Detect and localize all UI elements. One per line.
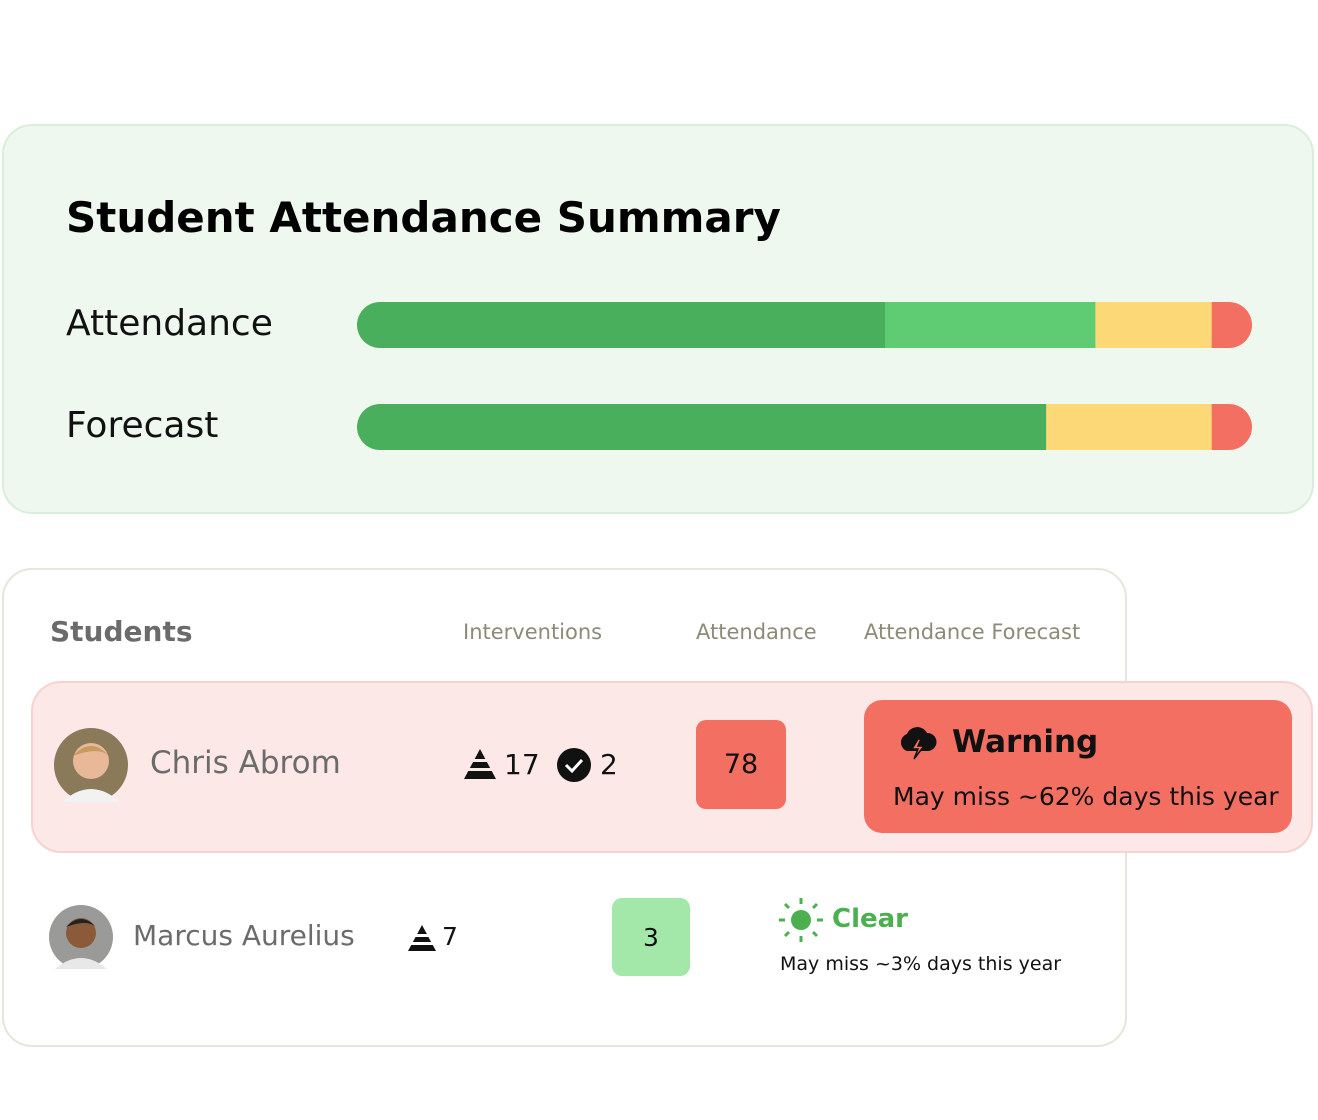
bar-segment: [1095, 302, 1213, 348]
avatar: [49, 905, 113, 969]
attendance-value: 3: [612, 898, 690, 976]
header-interventions: Interventions: [463, 620, 603, 644]
bar-segment: [357, 404, 1047, 450]
forecast-status: Clear: [832, 904, 908, 934]
summary-title: Student Attendance Summary: [66, 193, 781, 242]
bar-segment: [357, 302, 886, 348]
interventions-count: 17: [504, 748, 540, 781]
check-icon: [557, 748, 591, 782]
completed-count: 2: [600, 748, 618, 781]
avatar: [54, 728, 128, 802]
intervention-icon: [464, 749, 496, 779]
attendance-value: 78: [696, 720, 786, 809]
forecast-status: Warning: [952, 724, 1099, 760]
bar-segment: [885, 302, 1096, 348]
bar-segment: [1211, 404, 1252, 450]
bar-label: Attendance: [66, 303, 273, 344]
bar-segment: [1211, 302, 1252, 348]
stacked-bar: [357, 404, 1252, 450]
bar-segment: [1046, 404, 1213, 450]
header-forecast: Attendance Forecast: [864, 620, 1081, 644]
forecast-box: [864, 700, 1292, 833]
storm-icon: [900, 727, 937, 760]
forecast-text: May miss ~62% days this year: [893, 782, 1279, 811]
intervention-icon: [408, 925, 436, 951]
stacked-bar: [357, 302, 1252, 348]
student-name[interactable]: Marcus Aurelius: [133, 919, 355, 952]
bar-label: Forecast: [66, 405, 219, 446]
summary-bars: [357, 302, 1252, 450]
header-attendance: Attendance: [696, 620, 817, 644]
sun-icon: [779, 898, 823, 942]
student-name[interactable]: Chris Abrom: [150, 745, 341, 781]
forecast-text: May miss ~3% days this year: [780, 953, 1062, 975]
interventions-count: 7: [442, 922, 458, 951]
header-students: Students: [50, 615, 193, 648]
